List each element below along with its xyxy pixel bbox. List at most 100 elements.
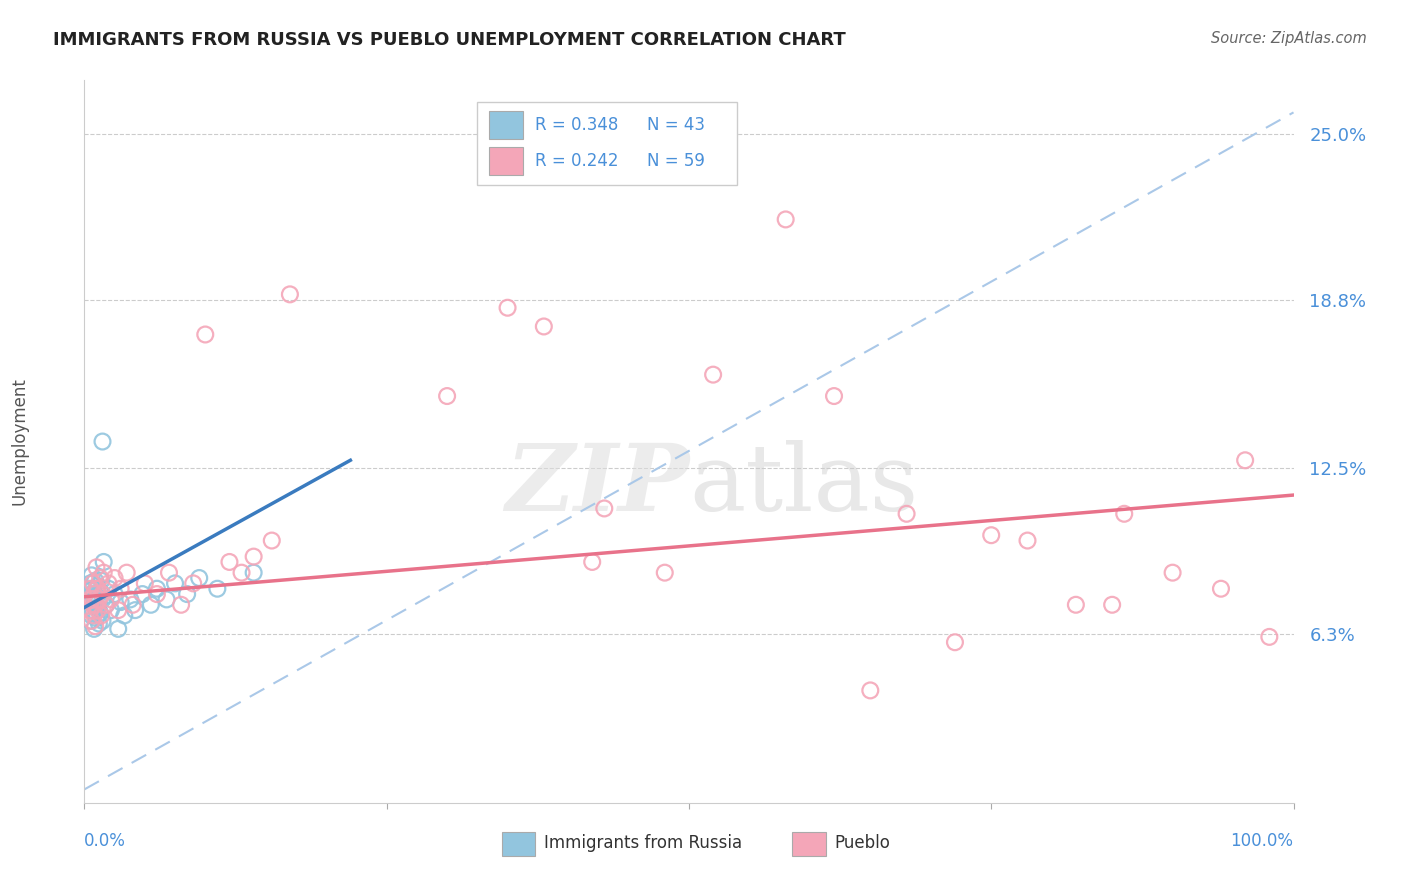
Point: [165, 576, 187, 591]
Text: 0.0%: 0.0%: [84, 831, 127, 850]
Point: [79, 614, 101, 628]
Point: [91, 587, 114, 601]
Point: [82, 576, 104, 591]
Point: [83, 587, 105, 601]
Point: [823, 389, 845, 403]
Point: [581, 555, 603, 569]
Point: [110, 582, 132, 596]
Point: [146, 587, 169, 601]
Point: [146, 582, 169, 596]
Bar: [489, 147, 523, 175]
Point: [496, 301, 519, 315]
Point: [104, 587, 127, 601]
Point: [110, 595, 132, 609]
Text: R = 0.348: R = 0.348: [536, 116, 619, 134]
Point: [94, 598, 117, 612]
Point: [79, 582, 101, 596]
Point: [80, 592, 103, 607]
Point: [91, 614, 114, 628]
Point: [107, 622, 129, 636]
Point: [278, 287, 301, 301]
Point: [86, 579, 108, 593]
Point: [1064, 598, 1087, 612]
Point: [775, 212, 797, 227]
Point: [80, 587, 103, 601]
Text: atlas: atlas: [689, 440, 918, 530]
Point: [94, 598, 117, 612]
Point: [188, 571, 211, 585]
Point: [83, 608, 105, 623]
Point: [79, 576, 101, 591]
Point: [84, 574, 107, 588]
Point: [100, 603, 122, 617]
Point: [107, 603, 129, 617]
Point: [181, 576, 204, 591]
Point: [90, 574, 112, 588]
Point: [980, 528, 1002, 542]
Point: [1234, 453, 1257, 467]
Text: R = 0.242: R = 0.242: [536, 153, 619, 170]
Point: [86, 582, 108, 596]
Point: [859, 683, 882, 698]
Point: [231, 566, 253, 580]
Point: [89, 606, 111, 620]
Point: [82, 582, 104, 596]
Point: [124, 603, 146, 617]
Point: [1258, 630, 1281, 644]
Point: [1161, 566, 1184, 580]
Point: [896, 507, 918, 521]
Point: [436, 389, 458, 403]
Point: [80, 568, 103, 582]
Point: [1209, 582, 1232, 596]
Point: [194, 327, 217, 342]
Y-axis label: Unemployment: Unemployment: [11, 377, 28, 506]
Point: [89, 584, 111, 599]
Point: [112, 608, 135, 623]
Text: N = 59: N = 59: [647, 153, 704, 170]
Text: IMMIGRANTS FROM RUSSIA VS PUEBLO UNEMPLOYMENT CORRELATION CHART: IMMIGRANTS FROM RUSSIA VS PUEBLO UNEMPLO…: [53, 31, 846, 49]
Point: [80, 608, 103, 623]
Point: [131, 587, 153, 601]
Point: [82, 598, 104, 612]
Point: [104, 571, 127, 585]
Point: [97, 582, 120, 596]
Point: [1101, 598, 1123, 612]
Point: [1114, 507, 1136, 521]
Point: [84, 619, 107, 633]
Point: [593, 501, 616, 516]
Point: [90, 608, 112, 623]
Text: ZIP: ZIP: [505, 440, 689, 530]
Point: [170, 598, 193, 612]
Point: [207, 582, 229, 596]
Point: [86, 582, 108, 596]
Text: Immigrants from Russia: Immigrants from Russia: [544, 833, 742, 852]
Point: [89, 571, 111, 585]
Point: [121, 598, 143, 612]
Point: [84, 598, 107, 612]
Point: [79, 595, 101, 609]
Point: [533, 319, 555, 334]
Point: [86, 611, 108, 625]
Text: 100.0%: 100.0%: [1230, 831, 1294, 850]
Text: Pueblo: Pueblo: [834, 833, 890, 852]
Point: [100, 592, 122, 607]
Point: [702, 368, 724, 382]
Point: [134, 576, 156, 591]
Point: [654, 566, 676, 580]
Text: N = 43: N = 43: [647, 116, 704, 134]
Point: [242, 566, 264, 580]
Point: [139, 598, 162, 612]
Point: [93, 555, 115, 569]
Point: [242, 549, 264, 564]
Point: [260, 533, 283, 548]
Point: [97, 576, 120, 591]
Point: [84, 592, 107, 607]
Point: [86, 600, 108, 615]
Bar: [792, 831, 825, 855]
Point: [86, 560, 108, 574]
Point: [87, 616, 110, 631]
Point: [83, 598, 105, 612]
Point: [86, 603, 108, 617]
Bar: [489, 112, 523, 139]
Point: [218, 555, 240, 569]
